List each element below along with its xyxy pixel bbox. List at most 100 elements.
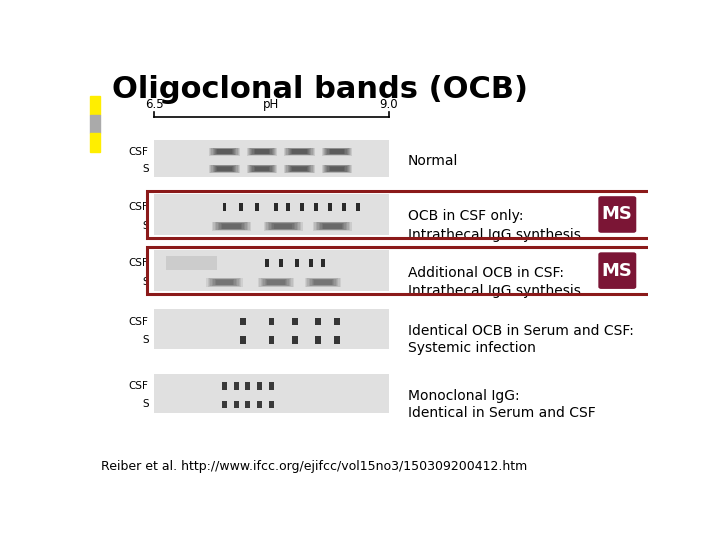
Bar <box>342 203 346 211</box>
Bar <box>213 279 236 286</box>
Bar <box>287 148 311 155</box>
Bar <box>214 148 235 154</box>
Bar <box>322 165 352 173</box>
Bar <box>215 166 234 172</box>
Bar <box>256 203 259 211</box>
Bar <box>291 149 308 154</box>
Bar <box>314 203 318 211</box>
Bar <box>328 166 346 171</box>
Bar <box>210 279 238 286</box>
Bar <box>323 165 351 173</box>
Bar <box>255 166 269 171</box>
Text: Identical OCB in Serum and CSF:: Identical OCB in Serum and CSF: <box>408 324 634 338</box>
Bar <box>209 278 240 286</box>
Bar <box>212 221 251 231</box>
Bar <box>320 223 344 230</box>
Bar <box>213 222 250 231</box>
Bar <box>266 279 286 285</box>
Bar <box>269 336 274 343</box>
Bar <box>291 166 308 171</box>
Bar <box>321 259 325 267</box>
Bar <box>328 149 346 154</box>
Text: Reiber et al. http://www.ifcc.org/ejifcc/vol15no3/150309200412.htm: Reiber et al. http://www.ifcc.org/ejifcc… <box>101 460 528 473</box>
Text: Monoclonal IgG:: Monoclonal IgG: <box>408 389 520 402</box>
Bar <box>326 166 348 172</box>
Bar <box>295 259 299 267</box>
Bar <box>292 166 307 171</box>
Bar <box>272 223 294 229</box>
Bar <box>221 223 242 229</box>
Bar <box>249 165 275 172</box>
Bar <box>217 222 247 230</box>
Bar <box>253 149 271 154</box>
Bar <box>314 222 351 231</box>
Bar <box>292 336 297 343</box>
Bar <box>247 165 277 173</box>
Bar <box>315 280 331 285</box>
Bar <box>317 222 348 230</box>
Bar <box>90 96 100 114</box>
Bar <box>212 148 236 155</box>
Bar <box>253 166 271 171</box>
Bar <box>300 203 304 211</box>
Bar <box>216 166 233 171</box>
Bar <box>212 148 238 155</box>
Bar <box>154 309 389 349</box>
Text: 6.5: 6.5 <box>145 98 163 111</box>
Bar <box>309 279 337 286</box>
Bar <box>216 149 233 154</box>
Bar <box>284 147 315 156</box>
FancyBboxPatch shape <box>598 196 636 233</box>
Bar <box>217 149 232 154</box>
Bar <box>330 149 344 154</box>
Bar <box>248 148 276 156</box>
Bar <box>268 222 298 230</box>
Bar <box>209 165 240 173</box>
Bar <box>287 148 312 155</box>
Text: MS: MS <box>602 261 633 280</box>
Bar <box>262 279 290 286</box>
Bar <box>207 278 241 287</box>
Bar <box>250 148 274 155</box>
Bar <box>269 318 274 326</box>
Text: CSF: CSF <box>129 202 148 212</box>
Bar <box>207 278 243 287</box>
Bar <box>255 149 269 154</box>
Text: S: S <box>142 400 148 409</box>
Bar <box>222 203 226 211</box>
Bar <box>266 222 300 230</box>
Bar <box>334 336 340 343</box>
Text: OCB in CSF only:: OCB in CSF only: <box>408 210 523 224</box>
Bar <box>218 222 246 230</box>
Bar <box>287 165 312 172</box>
Bar <box>257 401 262 408</box>
Text: Identical in Serum and CSF: Identical in Serum and CSF <box>408 406 596 420</box>
Bar <box>289 166 310 172</box>
Bar <box>210 165 238 173</box>
Bar <box>323 148 351 156</box>
Bar <box>246 401 251 408</box>
Bar <box>257 382 262 390</box>
Bar <box>90 133 100 152</box>
Bar <box>261 278 292 286</box>
Bar <box>356 203 360 211</box>
Bar <box>271 223 295 230</box>
Bar <box>306 278 340 287</box>
Bar <box>286 203 289 211</box>
Text: CSF: CSF <box>129 317 148 327</box>
Bar <box>292 149 307 154</box>
Bar <box>239 203 243 211</box>
Text: Intrathecal IgG synthesis: Intrathecal IgG synthesis <box>408 228 581 242</box>
Bar <box>284 165 315 173</box>
Text: Systemic infection: Systemic infection <box>408 341 536 355</box>
Bar <box>265 279 287 286</box>
Bar <box>216 280 233 285</box>
Bar <box>287 165 311 172</box>
Bar <box>289 148 310 154</box>
Bar <box>309 259 313 267</box>
Bar <box>323 224 341 229</box>
Bar <box>285 165 314 173</box>
Text: S: S <box>142 164 148 174</box>
FancyBboxPatch shape <box>598 252 636 289</box>
Bar <box>324 148 350 155</box>
